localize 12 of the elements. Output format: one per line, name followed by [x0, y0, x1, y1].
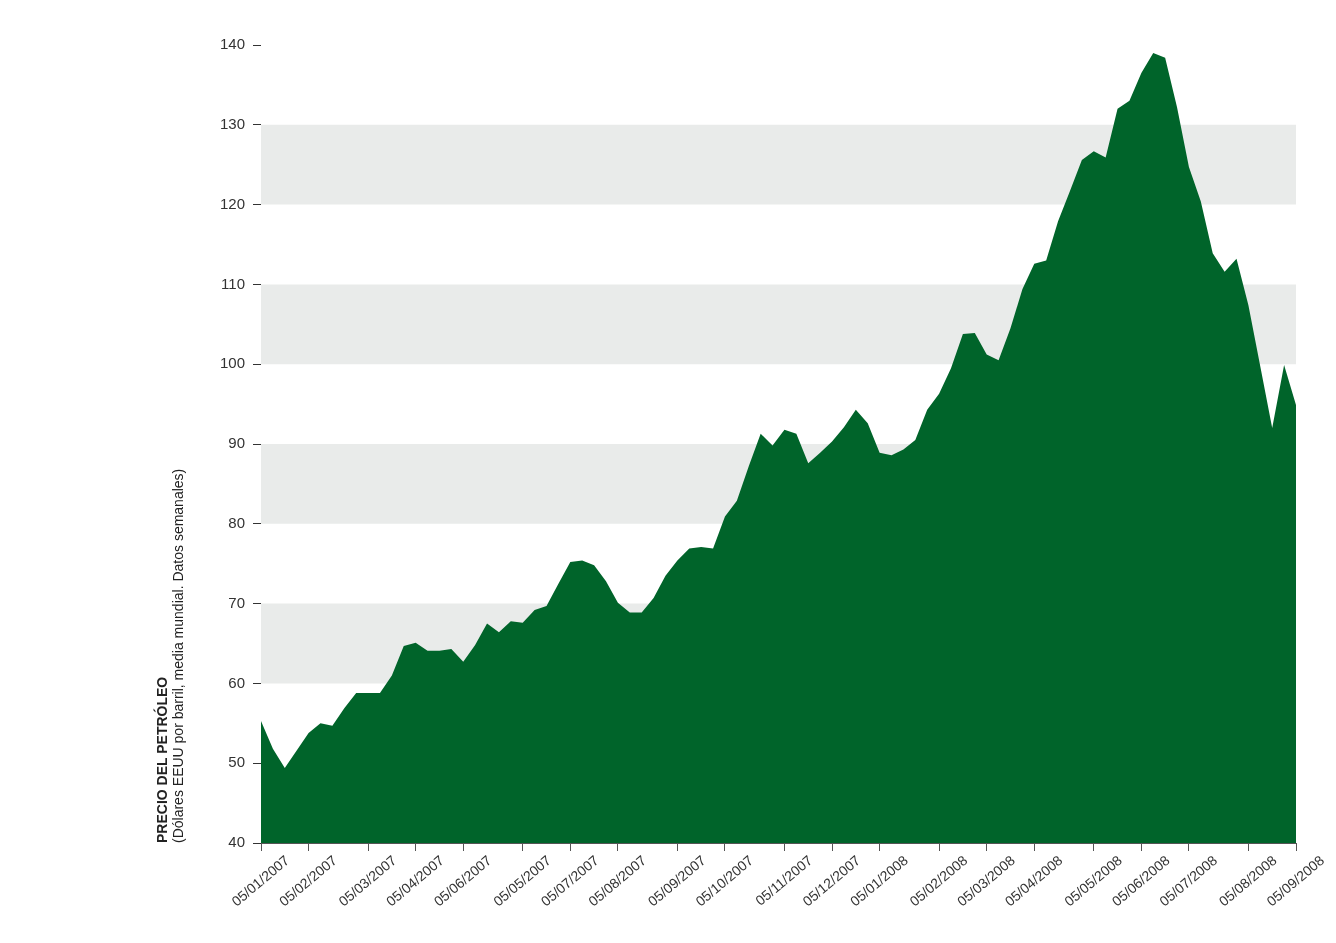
- y-tick-label: 120: [219, 194, 245, 212]
- y-tick-label: 50: [228, 753, 245, 771]
- y-tick-label: 130: [219, 114, 245, 132]
- y-tick-label: 60: [228, 673, 245, 691]
- y-tick-label: 90: [228, 434, 245, 452]
- y-axis-title: PRECIO DEL PETRÓLEO (Dólares EEUU por barril, media mundial. Datos semanales): [153, 468, 186, 843]
- y-tick-label: 140: [219, 35, 245, 53]
- y-tick-label: 40: [228, 833, 245, 851]
- y-tick-label: 70: [228, 593, 245, 611]
- y-tick-label: 110: [221, 274, 245, 292]
- y-tick-label: 80: [228, 513, 245, 531]
- y-tick-label: 100: [219, 354, 245, 372]
